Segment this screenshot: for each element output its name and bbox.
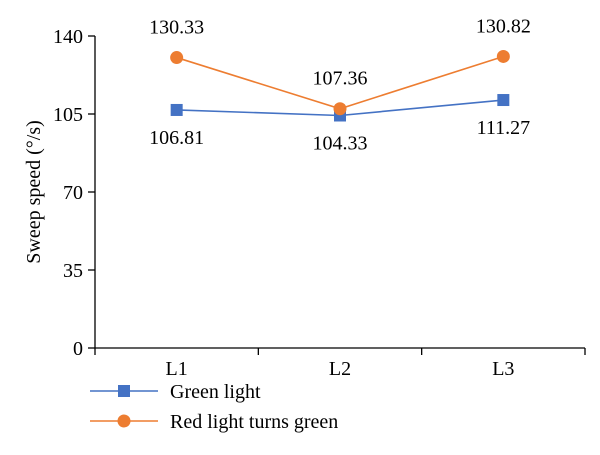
- legend-label: Red light turns green: [170, 411, 338, 433]
- series-group: 106.81 104.33 111.27 130.33 107.36 130.82: [149, 15, 531, 154]
- legend-marker-square: [118, 385, 130, 397]
- data-label: 130.82: [476, 15, 531, 37]
- y-axis-ticks: 0 35 70 105 140: [53, 26, 95, 360]
- data-label: 106.81: [149, 127, 204, 149]
- data-label: 130.33: [149, 17, 204, 39]
- y-tick-label: 70: [63, 182, 83, 204]
- legend-label: Green light: [170, 381, 261, 403]
- legend: Green light Red light turns green: [90, 381, 338, 433]
- data-point-square: [170, 103, 183, 116]
- x-tick-label: L3: [492, 358, 514, 380]
- legend-marker-circle: [117, 414, 131, 428]
- data-label: 107.36: [313, 68, 368, 90]
- y-tick-label: 105: [53, 104, 83, 126]
- data-label: 111.27: [477, 117, 531, 139]
- data-point-circle: [496, 49, 510, 63]
- data-label: 104.33: [313, 132, 368, 154]
- y-tick-label: 35: [63, 260, 83, 282]
- data-point-square: [497, 94, 510, 107]
- data-point-circle: [333, 102, 347, 116]
- y-tick-label: 140: [53, 26, 83, 48]
- x-axis-ticks: L1 L2 L3: [94, 348, 586, 380]
- x-tick-label: L1: [166, 358, 188, 380]
- x-tick-label: L2: [329, 358, 351, 380]
- y-axis-title: Sweep speed (°/s): [23, 120, 45, 264]
- y-tick-label: 0: [73, 338, 83, 360]
- data-point-circle: [170, 51, 184, 65]
